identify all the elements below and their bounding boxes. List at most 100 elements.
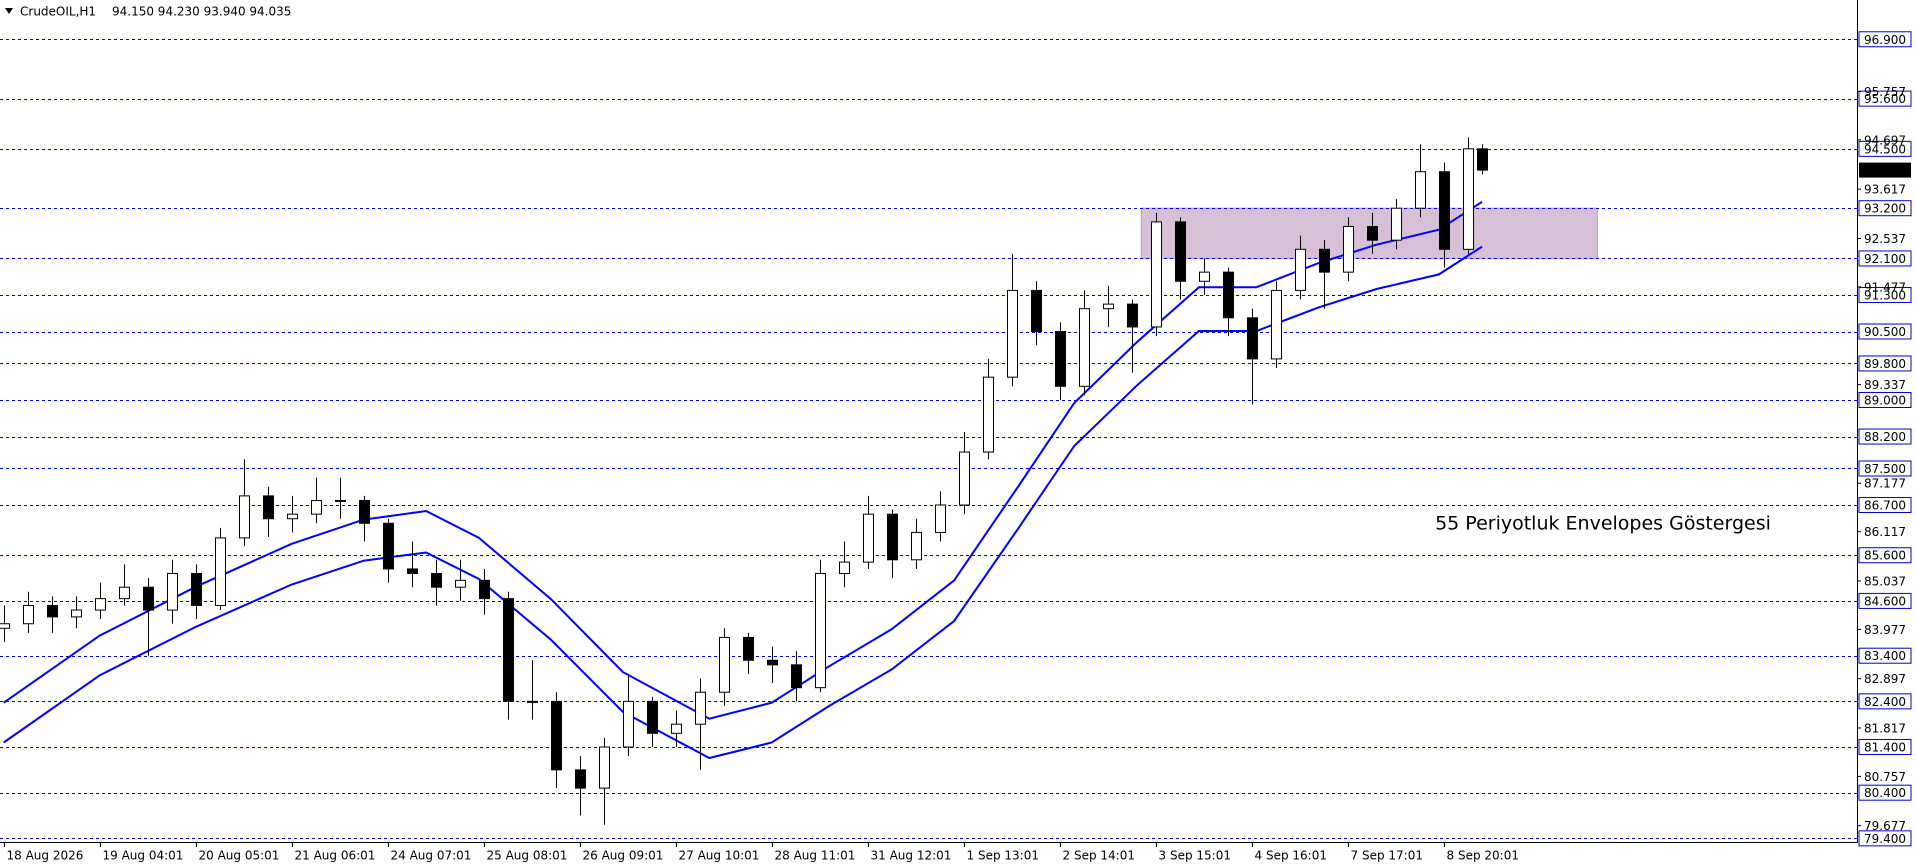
candle-body — [935, 504, 946, 533]
level-label-box — [1858, 391, 1912, 408]
x-tick-label: 2 Sep 14:01 — [1063, 849, 1135, 863]
level-label-box — [1858, 355, 1912, 372]
candle-body — [527, 700, 538, 703]
level-label-box — [1858, 497, 1912, 514]
level-label-box — [1858, 323, 1912, 340]
y-tick-label: 93.617 — [1864, 183, 1906, 197]
y-tick-label: 85.037 — [1864, 574, 1906, 588]
x-tick-label: 28 Aug 11:01 — [775, 849, 856, 863]
x-tick-label: 8 Sep 20:01 — [1447, 849, 1519, 863]
candle-body — [767, 659, 778, 666]
x-tick-label: 24 Aug 07:01 — [391, 849, 472, 863]
level-label: 85.600 — [1864, 549, 1906, 563]
x-tick-label: 3 Sep 15:01 — [1159, 849, 1231, 863]
candle-body — [503, 598, 514, 702]
candle-body — [47, 604, 58, 618]
candle-body — [1175, 221, 1186, 282]
candle-body — [1463, 148, 1474, 250]
level-label-box — [1858, 739, 1912, 756]
level-label: 87.500 — [1864, 462, 1906, 476]
level-label: 82.400 — [1864, 695, 1906, 709]
level-label: 94.500 — [1864, 142, 1906, 156]
candle-body — [1055, 331, 1066, 387]
candle-body — [1367, 225, 1378, 241]
y-tick-label: 86.117 — [1864, 525, 1906, 539]
y-tick-label: 94.697 — [1864, 133, 1906, 147]
candle-body — [1199, 271, 1210, 282]
x-tick-label: 18 Aug 2026 — [7, 849, 84, 863]
candle-body — [1031, 289, 1042, 333]
candle-body — [431, 573, 442, 588]
x-tick-label: 26 Aug 09:01 — [583, 849, 664, 863]
x-tick-label: 1 Sep 13:01 — [967, 849, 1039, 863]
candle-body — [1439, 171, 1450, 250]
level-label: 95.600 — [1864, 92, 1906, 106]
level-label-box — [1858, 90, 1912, 107]
x-tick-label: 7 Sep 17:01 — [1351, 849, 1423, 863]
candle-body — [215, 537, 226, 606]
candle-body — [1223, 271, 1234, 319]
level-label-box — [1858, 31, 1912, 48]
candle-body — [191, 573, 202, 606]
level-label-box — [1858, 428, 1912, 445]
level-label: 93.200 — [1864, 202, 1906, 216]
candle-body — [407, 568, 418, 575]
candle-body — [143, 586, 154, 611]
x-tick-label: 19 Aug 04:01 — [103, 849, 184, 863]
candle-body — [167, 573, 178, 611]
level-label: 92.100 — [1864, 252, 1906, 266]
annotation: 55 Periyotluk Envelopes Göstergesi — [1435, 513, 1771, 535]
candle-body — [671, 723, 682, 734]
candle-body — [311, 499, 322, 515]
header-triangle — [5, 8, 13, 14]
candle-body — [1319, 248, 1330, 273]
level-label: 84.600 — [1864, 594, 1906, 608]
candle-body — [839, 561, 850, 575]
candle-body — [1007, 289, 1018, 378]
candle-body — [1415, 171, 1426, 209]
candle-body — [1477, 148, 1488, 171]
candle-body — [1247, 317, 1258, 360]
candle-body — [1103, 303, 1114, 310]
candle-body — [359, 499, 370, 524]
plot-layer — [0, 39, 1857, 839]
candle-body — [815, 573, 826, 689]
candle-body — [887, 513, 898, 561]
envelope-upper — [3, 200, 1483, 720]
candle-body — [1271, 289, 1282, 360]
x-tick-label: 27 Aug 10:01 — [679, 849, 760, 863]
candle-body — [791, 664, 802, 689]
level-label: 81.400 — [1864, 741, 1906, 755]
level-label-box — [1858, 592, 1912, 609]
x-tick-label: 25 Aug 08:01 — [487, 849, 568, 863]
candle-body — [599, 746, 610, 789]
candle-body — [1079, 308, 1090, 387]
candle-body — [287, 513, 298, 520]
y-tick-label: 91.477 — [1864, 280, 1906, 294]
level-label: 80.400 — [1864, 786, 1906, 800]
level-label-box — [1858, 647, 1912, 664]
quote: 94.150 94.230 93.940 94.035 — [112, 5, 291, 19]
candle-body — [263, 495, 274, 520]
level-label: 90.500 — [1864, 325, 1906, 339]
candle-body — [1391, 207, 1402, 241]
x-tick-label: 31 Aug 12:01 — [871, 849, 952, 863]
candle-body — [0, 623, 10, 629]
y-tick-label: 95.757 — [1864, 85, 1906, 99]
level-label-box — [1858, 830, 1912, 847]
y-tick-label: 80.757 — [1864, 770, 1906, 784]
candle-body — [911, 531, 922, 561]
y-tick-label: 79.677 — [1864, 819, 1906, 833]
level-label-box — [1858, 460, 1912, 477]
candle-body — [983, 376, 994, 453]
candle-body — [743, 636, 754, 661]
candle-body — [1343, 225, 1354, 273]
level-label: 91.300 — [1864, 288, 1906, 302]
candle-body — [455, 579, 466, 588]
candle-body — [71, 609, 82, 618]
candle-body — [575, 769, 586, 789]
level-label-box — [1858, 547, 1912, 564]
level-label: 96.900 — [1864, 33, 1906, 47]
